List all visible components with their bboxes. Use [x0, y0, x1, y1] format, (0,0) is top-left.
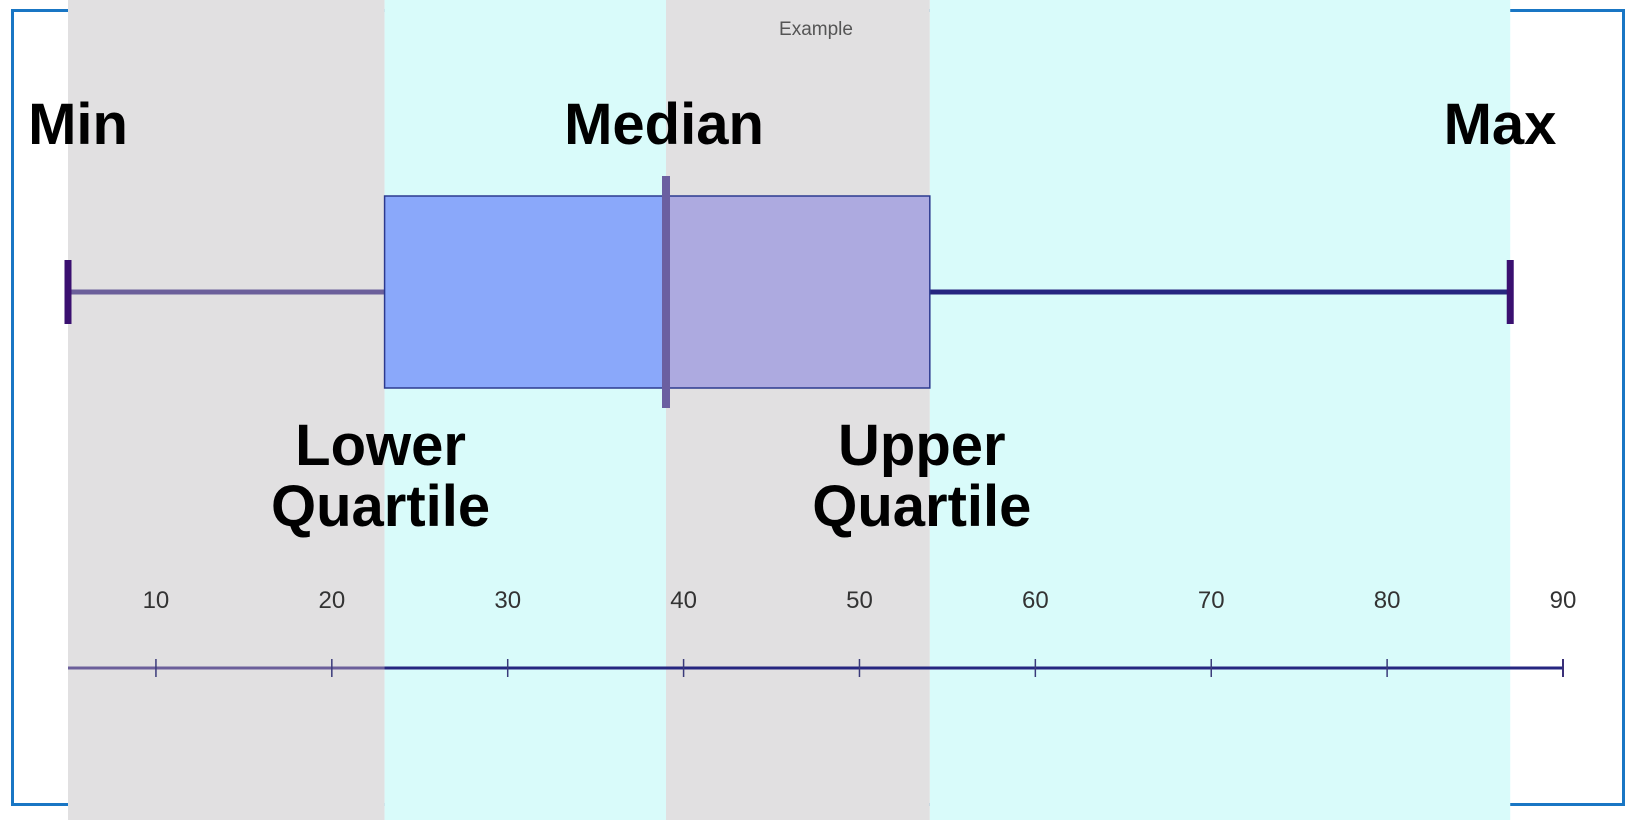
- tick-label-80: 80: [1374, 587, 1401, 614]
- box-upper-half: [665, 195, 931, 389]
- tick-label-60: 60: [1022, 587, 1049, 614]
- band-min-lq: [68, 0, 385, 820]
- tick-label-10: 10: [143, 587, 170, 614]
- box-lower-half: [383, 195, 667, 389]
- tick-label-40: 40: [670, 587, 697, 614]
- tick-label-70: 70: [1198, 587, 1225, 614]
- tick-label-50: 50: [846, 587, 873, 614]
- max-label: Max: [1444, 92, 1557, 157]
- band-median-uq: [666, 0, 930, 820]
- tick-label-90: 90: [1550, 587, 1577, 614]
- upper-quartile-label-line2: Quartile: [812, 474, 1031, 539]
- tick-label-30: 30: [494, 587, 521, 614]
- min-label: Min: [28, 92, 128, 157]
- upper-quartile-label-line1: Upper: [838, 413, 1006, 478]
- band-uq-max: [929, 0, 1511, 820]
- band-lq-median: [384, 0, 666, 820]
- median-label: Median: [564, 92, 764, 157]
- tick-label-20: 20: [318, 587, 345, 614]
- boxplot-group: [64, 176, 1514, 408]
- background-bands: [68, 0, 1511, 820]
- chart-title: Example: [779, 19, 853, 40]
- lower-quartile-label-line2: Quartile: [271, 474, 490, 539]
- x-axis: 10 20 30 40 50 60 70 80 90: [68, 587, 1576, 677]
- lower-quartile-label-line1: Lower: [295, 413, 466, 478]
